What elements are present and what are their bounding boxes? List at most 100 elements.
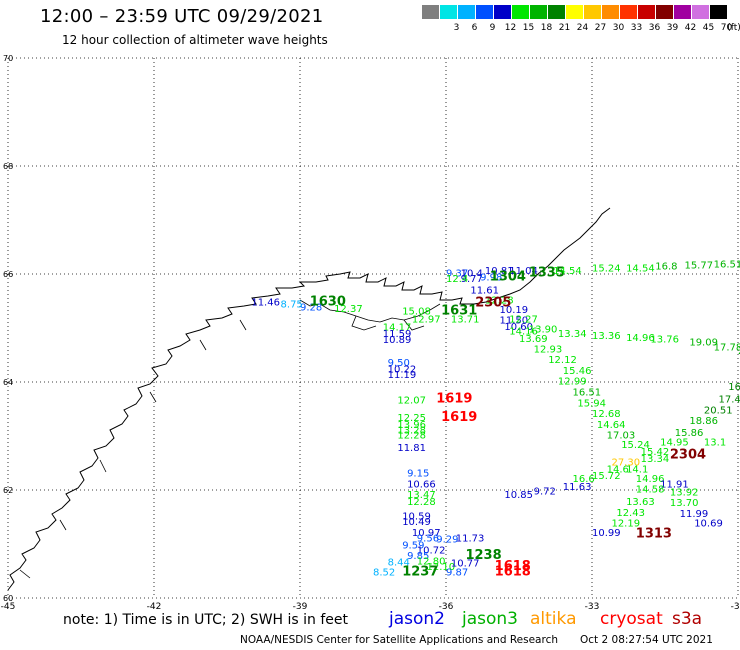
wave-height-label: 15.08 xyxy=(402,307,431,318)
wave-height-label: 12.10 xyxy=(427,562,456,573)
wave-height-label: 13.70 xyxy=(670,498,699,509)
wave-height-label: 12.27 xyxy=(509,315,538,326)
legend-label: 30 xyxy=(612,23,625,33)
satellite-cryosat: cryosat xyxy=(600,609,663,629)
legend-swatch xyxy=(584,5,601,19)
wave-height-label: 10.99 xyxy=(592,528,621,539)
wave-height-label: 16.51 xyxy=(573,388,602,399)
wave-height-label: 11.04 xyxy=(509,266,538,277)
wave-height-label: 11.99 xyxy=(680,509,709,520)
wave-height-label: 17.03 xyxy=(607,431,636,442)
wave-height-label: 8.44 xyxy=(388,558,410,569)
wave-height-label: 14.95 xyxy=(660,438,689,449)
legend-label: 12 xyxy=(504,23,517,33)
graticule xyxy=(7,57,739,599)
wave-height-label: 10.60 xyxy=(504,322,533,333)
wave-height-label: 12.07 xyxy=(397,396,426,407)
wave-height-label: 14.54 xyxy=(626,263,655,274)
legend-label: 70 xyxy=(720,23,733,33)
lat-tick-label: 64 xyxy=(3,378,13,387)
legend-swatch xyxy=(458,5,475,19)
wave-height-label: 14.6 xyxy=(607,465,629,476)
wave-height-label: 16.8 xyxy=(655,262,677,273)
wave-height-label: 9.56 xyxy=(417,533,439,544)
wave-height-label: 18.86 xyxy=(689,416,718,427)
longitude-labels: -45 -42 -39 -36 -33 -30 xyxy=(1,602,740,612)
wave-height-label: 11.50 xyxy=(500,316,529,327)
footer-note: note: 1) Time is in UTC; 2) SWH is in fe… xyxy=(63,612,349,628)
wave-height-label: 12.28 xyxy=(397,431,426,442)
satellite-altika: altika xyxy=(530,609,577,629)
wave-height-label: 13.96 xyxy=(397,420,426,431)
wave-height-label: 12.25 xyxy=(397,413,426,424)
wave-height-label: 13.36 xyxy=(592,331,621,342)
pass-time-label: 1619 xyxy=(436,392,472,407)
legend-swatch xyxy=(548,5,565,19)
wave-height-label: 15.24 xyxy=(621,440,650,451)
pass-time-label: 1618 xyxy=(495,564,531,579)
wave-height-label: 12.97 xyxy=(412,315,441,326)
wave-height-label: 10.77 xyxy=(451,559,480,570)
wave-height-label: 12.99 xyxy=(558,377,587,388)
wave-height-label: 11.59 xyxy=(383,329,412,340)
wave-height-label: 20.51 xyxy=(704,405,733,416)
wave-height-label: 14.58 xyxy=(636,485,665,496)
legend-swatch xyxy=(476,5,493,19)
wave-height-label: 13.76 xyxy=(650,335,679,346)
wave-height-label: 10.59 xyxy=(402,512,431,523)
wave-height-label: 8.75 xyxy=(281,299,303,310)
generation-timestamp: Oct 2 08:27:54 UTC 2021 xyxy=(580,634,713,646)
wave-height-label: 14.17 xyxy=(383,323,412,334)
wave-height-label: 20.40 xyxy=(738,346,740,357)
wave-height-label: 9.72 xyxy=(534,486,556,497)
pass-time-label: 1619 xyxy=(441,410,477,425)
wave-height-label: 13.34 xyxy=(558,329,587,340)
wave-height-label: 10.89 xyxy=(383,335,412,346)
wave-height-label: 10.4 xyxy=(461,269,483,280)
lon-tick-label: -39 xyxy=(293,602,308,612)
wave-height-label: 13.90 xyxy=(529,324,558,335)
wave-height-label: 16.51 xyxy=(714,260,740,271)
lat-tick-label: 60 xyxy=(3,594,13,603)
wave-height-label: 10.66 xyxy=(407,479,436,490)
legend-label: 24 xyxy=(576,23,589,33)
satellite-jason2: jason2 xyxy=(389,609,445,629)
legend-swatch xyxy=(710,5,727,19)
pass-time-label: 1631 xyxy=(441,304,477,319)
wave-height-label: 9.87 xyxy=(446,567,468,578)
legend-swatch xyxy=(656,5,673,19)
wave-height-label: 12.37 xyxy=(334,304,363,315)
legend-label: 42 xyxy=(684,23,697,33)
wave-height-label: 9.98 xyxy=(480,272,502,283)
wave-height-label: 13.47 xyxy=(407,490,436,501)
wave-height-label: 9.15 xyxy=(407,469,429,480)
wave-height-label: 10.72 xyxy=(417,546,446,557)
legend-label: 27 xyxy=(594,23,607,33)
pass-time-label: 1630 xyxy=(310,294,346,309)
wave-height-label: 15.46 xyxy=(563,366,592,377)
coastline-detail xyxy=(19,299,441,579)
wave-height-label: 15.94 xyxy=(577,398,606,409)
lon-tick-label: -45 xyxy=(1,602,16,612)
wave-height-label: 16.6 xyxy=(573,474,595,485)
legend-swatch xyxy=(638,5,655,19)
lon-tick-label: -30 xyxy=(731,602,740,612)
legend-label: 33 xyxy=(630,23,643,33)
wave-height-label: 12.80 xyxy=(417,557,446,568)
lat-tick-label: 70 xyxy=(3,54,13,63)
wave-height-label: 17.78 xyxy=(714,343,740,354)
wave-height-label: 8.52 xyxy=(373,567,395,578)
wave-height-label: 9.37 xyxy=(446,269,468,280)
wave-height-label: 9.59 xyxy=(402,540,424,551)
legend-label: 18 xyxy=(540,23,553,33)
legend-swatch xyxy=(422,5,439,19)
wave-height-label: 10.22 xyxy=(388,364,417,375)
satellite-jason3: jason3 xyxy=(462,609,518,629)
legend-swatch xyxy=(512,5,529,19)
wave-height-label: 11.91 xyxy=(660,479,689,490)
legend-swatch xyxy=(602,5,619,19)
lat-tick-label: 66 xyxy=(3,270,13,279)
wave-height-label: 14.64 xyxy=(597,420,626,431)
legend-label: 9 xyxy=(489,23,496,33)
